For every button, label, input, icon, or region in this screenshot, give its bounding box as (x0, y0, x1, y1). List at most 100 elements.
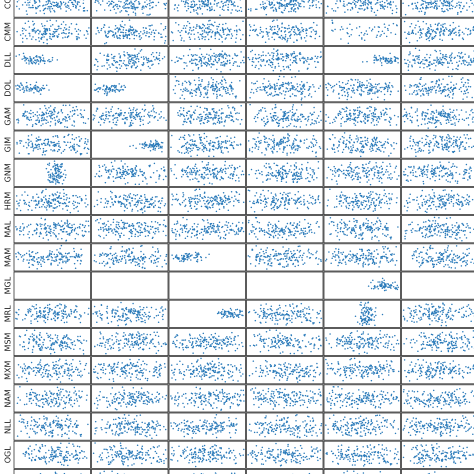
data-point (30, 146, 32, 149)
data-point (198, 38, 201, 40)
data-point (390, 62, 392, 64)
data-point (21, 41, 24, 43)
data-point (303, 83, 305, 86)
data-point (259, 86, 261, 89)
data-point (118, 63, 121, 66)
data-point (408, 41, 411, 44)
data-point (22, 52, 25, 55)
data-point (446, 113, 449, 115)
data-point (378, 82, 380, 85)
data-point (270, 147, 272, 150)
data-point (118, 115, 121, 117)
data-point (223, 53, 226, 56)
data-point (238, 9, 241, 12)
data-point (452, 21, 455, 24)
data-point (38, 32, 40, 35)
data-point (340, 26, 343, 28)
data-point (134, 54, 136, 56)
data-point (302, 30, 304, 33)
data-point (55, 30, 58, 33)
data-point (338, 145, 340, 147)
data-point (270, 139, 272, 141)
data-point (464, 148, 467, 151)
data-point (247, 8, 250, 10)
data-point (62, 21, 65, 23)
data-point (160, 33, 162, 36)
data-point (315, 152, 317, 154)
data-point (408, 53, 410, 56)
data-point (416, 108, 419, 110)
data-point (259, 26, 262, 29)
data-point (268, 3, 271, 5)
data-point (269, 59, 271, 62)
data-point (429, 54, 432, 56)
data-point (58, 143, 60, 145)
data-point (271, 146, 274, 148)
data-point (354, 79, 357, 81)
data-point (230, 88, 232, 90)
data-point (180, 29, 183, 32)
data-point (374, 107, 376, 109)
data-point (345, 83, 347, 86)
data-point (198, 134, 201, 136)
data-point (434, 90, 437, 92)
data-point (371, 117, 373, 120)
data-point (455, 118, 458, 121)
data-point (302, 28, 305, 31)
data-point (372, 140, 375, 143)
data-point (417, 61, 419, 64)
data-point (257, 112, 260, 114)
data-point (302, 90, 304, 93)
data-point (258, 110, 260, 112)
data-point (208, 30, 211, 33)
data-point (260, 59, 262, 61)
data-point (218, 58, 221, 60)
data-point (145, 27, 147, 29)
data-point (425, 58, 428, 61)
data-point (120, 9, 123, 12)
scatter-cell (323, 74, 401, 103)
data-point (409, 25, 411, 28)
data-point (207, 85, 209, 88)
data-point (149, 8, 151, 10)
data-point (104, 30, 106, 33)
data-point (237, 144, 239, 146)
data-point (212, 108, 215, 110)
data-point (43, 142, 46, 145)
data-point (186, 150, 189, 152)
data-point (105, 34, 107, 36)
data-point (430, 113, 432, 115)
data-point (213, 90, 216, 92)
data-point (254, 66, 257, 69)
data-point (463, 83, 465, 86)
data-point (59, 146, 61, 149)
data-point (416, 58, 418, 60)
data-point (136, 115, 139, 118)
data-point (232, 120, 235, 123)
data-point (424, 111, 426, 114)
data-point (32, 111, 34, 114)
data-point (383, 151, 385, 153)
data-point (103, 92, 106, 95)
data-point (113, 60, 116, 62)
data-point (410, 32, 413, 35)
data-point (179, 97, 181, 99)
data-point (132, 144, 134, 147)
data-point (347, 42, 350, 44)
data-point (48, 27, 51, 30)
data-point (185, 81, 188, 84)
data-point (26, 4, 28, 6)
data-point (71, 138, 74, 140)
data-point (434, 5, 436, 8)
data-point (410, 120, 413, 122)
data-point (464, 137, 467, 139)
data-point (451, 97, 454, 99)
data-point (300, 22, 302, 25)
data-point (209, 144, 211, 146)
data-point (23, 113, 25, 115)
data-point (30, 140, 32, 142)
data-point (299, 146, 301, 148)
data-point (55, 3, 58, 6)
data-point (111, 64, 114, 66)
data-point (103, 90, 106, 92)
